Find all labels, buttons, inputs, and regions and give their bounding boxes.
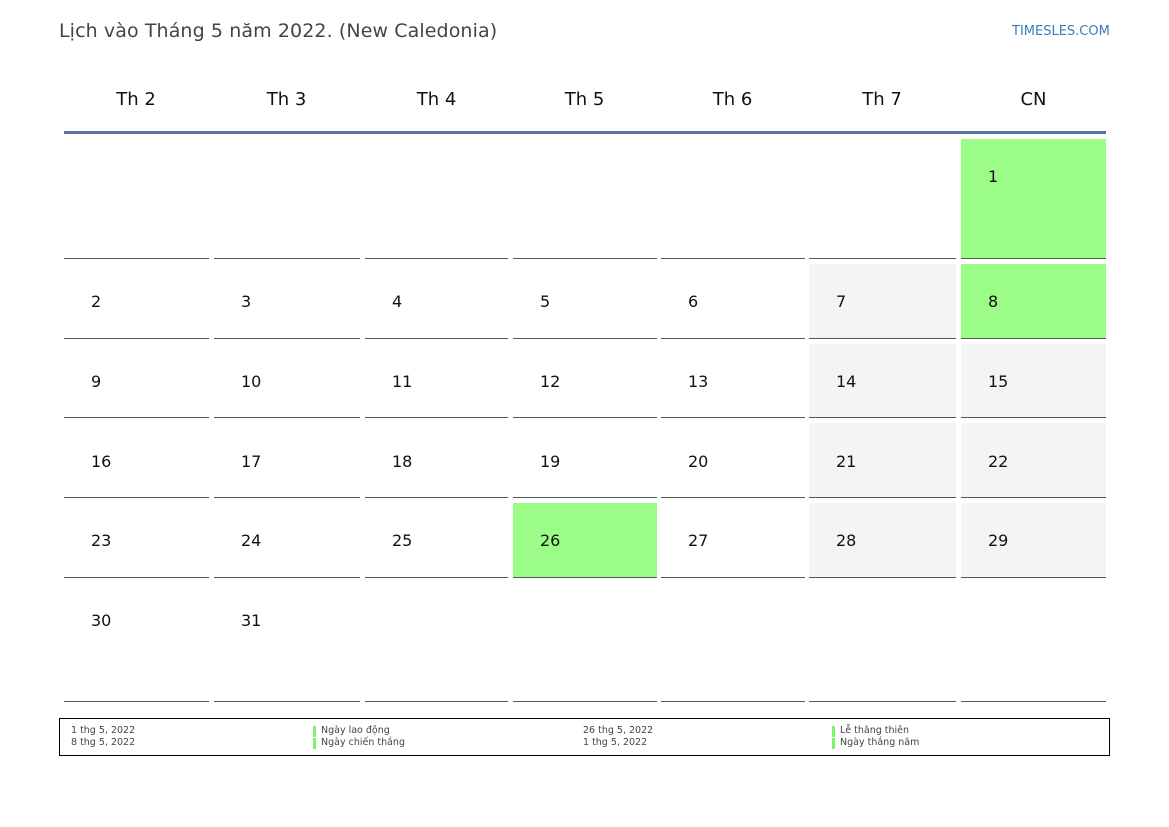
day-cell[interactable]: 15 — [961, 344, 1106, 418]
day-cell[interactable]: 22 — [961, 423, 1106, 498]
empty-day-cell — [365, 139, 508, 259]
day-number: 19 — [540, 452, 561, 471]
day-cell[interactable]: 20 — [661, 423, 805, 498]
day-cell[interactable]: 2 — [64, 264, 209, 339]
legend-color-marker — [313, 738, 316, 749]
day-cell[interactable]: 30 — [64, 583, 209, 702]
day-cell[interactable]: 6 — [661, 264, 805, 339]
day-number: 7 — [836, 292, 847, 311]
day-number: 6 — [688, 292, 699, 311]
day-number: 27 — [688, 531, 709, 550]
day-number: 29 — [988, 531, 1009, 550]
legend-color-marker — [313, 726, 316, 737]
day-number: 28 — [836, 531, 857, 550]
day-cell[interactable]: 7 — [809, 264, 956, 339]
day-cell[interactable]: 26 — [513, 503, 657, 578]
empty-day-cell — [365, 583, 508, 702]
day-number: 13 — [688, 372, 709, 391]
site-link[interactable]: TIMESLES.COM — [1012, 24, 1110, 39]
weekday-sun: CN — [1020, 89, 1047, 110]
day-number: 10 — [241, 372, 262, 391]
weekday-fri: Th 6 — [712, 89, 753, 110]
day-cell[interactable]: 5 — [513, 264, 657, 339]
day-number: 31 — [241, 611, 262, 630]
weekday-wed: Th 4 — [416, 89, 457, 110]
day-number: 26 — [540, 531, 561, 550]
legend-date: 1 thg 5, 2022 — [583, 737, 648, 748]
day-cell[interactable]: 29 — [961, 503, 1106, 578]
day-cell[interactable]: 24 — [214, 503, 360, 578]
day-cell[interactable]: 8 — [961, 264, 1106, 339]
empty-day-cell — [809, 139, 956, 259]
day-number: 14 — [836, 372, 857, 391]
day-cell[interactable]: 10 — [214, 344, 360, 418]
day-cell[interactable]: 19 — [513, 423, 657, 498]
day-cell[interactable]: 12 — [513, 344, 657, 418]
day-number: 21 — [836, 452, 857, 471]
legend-holiday-name: Ngày lao động — [321, 725, 390, 736]
day-cell[interactable]: 21 — [809, 423, 956, 498]
empty-day-cell — [513, 583, 657, 702]
day-number: 2 — [91, 292, 102, 311]
legend-color-marker — [832, 738, 835, 749]
day-number: 11 — [392, 372, 413, 391]
day-cell[interactable]: 31 — [214, 583, 360, 702]
day-number: 9 — [91, 372, 102, 391]
legend-holiday-name: Ngày thắng năm — [840, 737, 920, 748]
day-number: 15 — [988, 372, 1009, 391]
day-number: 30 — [91, 611, 112, 630]
day-cell[interactable]: 14 — [809, 344, 956, 418]
header-divider — [64, 131, 1106, 134]
day-number: 5 — [540, 292, 551, 311]
day-cell[interactable]: 16 — [64, 423, 209, 498]
legend-holiday-name: Ngày chiến thắng — [321, 737, 405, 748]
page-title: Lịch vào Tháng 5 năm 2022. (New Caledoni… — [59, 20, 498, 42]
empty-day-cell — [809, 583, 956, 702]
weekday-sat: Th 7 — [862, 89, 902, 110]
legend-date: 1 thg 5, 2022 — [71, 725, 136, 736]
legend-date: 8 thg 5, 2022 — [71, 737, 136, 748]
day-cell[interactable]: 9 — [64, 344, 209, 418]
empty-day-cell — [661, 583, 805, 702]
day-number: 20 — [688, 452, 709, 471]
day-number: 1 — [988, 167, 999, 186]
empty-day-cell — [513, 139, 657, 259]
legend-color-marker — [832, 726, 835, 737]
day-number: 18 — [392, 452, 413, 471]
day-cell[interactable]: 18 — [365, 423, 508, 498]
day-number: 22 — [988, 452, 1009, 471]
legend-date: 26 thg 5, 2022 — [583, 725, 654, 736]
day-number: 8 — [988, 292, 999, 311]
day-cell[interactable]: 3 — [214, 264, 360, 339]
day-cell[interactable]: 4 — [365, 264, 508, 339]
empty-day-cell — [64, 139, 209, 259]
day-number: 4 — [392, 292, 403, 311]
day-cell[interactable]: 28 — [809, 503, 956, 578]
empty-day-cell — [214, 139, 360, 259]
day-cell[interactable]: 27 — [661, 503, 805, 578]
weekday-mon: Th 2 — [116, 89, 156, 110]
day-cell[interactable]: 25 — [365, 503, 508, 578]
weekday-header-row: Th 2 Th 3 Th 4 Th 5 Th 6 Th 7 CN — [64, 85, 1106, 115]
weekday-thu: Th 5 — [564, 89, 605, 110]
day-cell[interactable]: 23 — [64, 503, 209, 578]
legend-holiday-name: Lễ thăng thiên — [840, 725, 910, 736]
day-number: 24 — [241, 531, 262, 550]
day-number: 16 — [91, 452, 112, 471]
day-cell[interactable]: 11 — [365, 344, 508, 418]
day-number: 17 — [241, 452, 262, 471]
weekday-tue: Th 3 — [266, 89, 307, 110]
empty-day-cell — [961, 583, 1106, 702]
day-cell[interactable]: 1 — [961, 139, 1106, 259]
day-cell[interactable]: 13 — [661, 344, 805, 418]
holiday-legend: 1 thg 5, 2022 8 thg 5, 2022 Ngày lao độn… — [59, 718, 1110, 756]
day-cell[interactable]: 17 — [214, 423, 360, 498]
day-number: 3 — [241, 292, 252, 311]
empty-day-cell — [661, 139, 805, 259]
day-number: 12 — [540, 372, 561, 391]
day-number: 23 — [91, 531, 112, 550]
day-number: 25 — [392, 531, 413, 550]
